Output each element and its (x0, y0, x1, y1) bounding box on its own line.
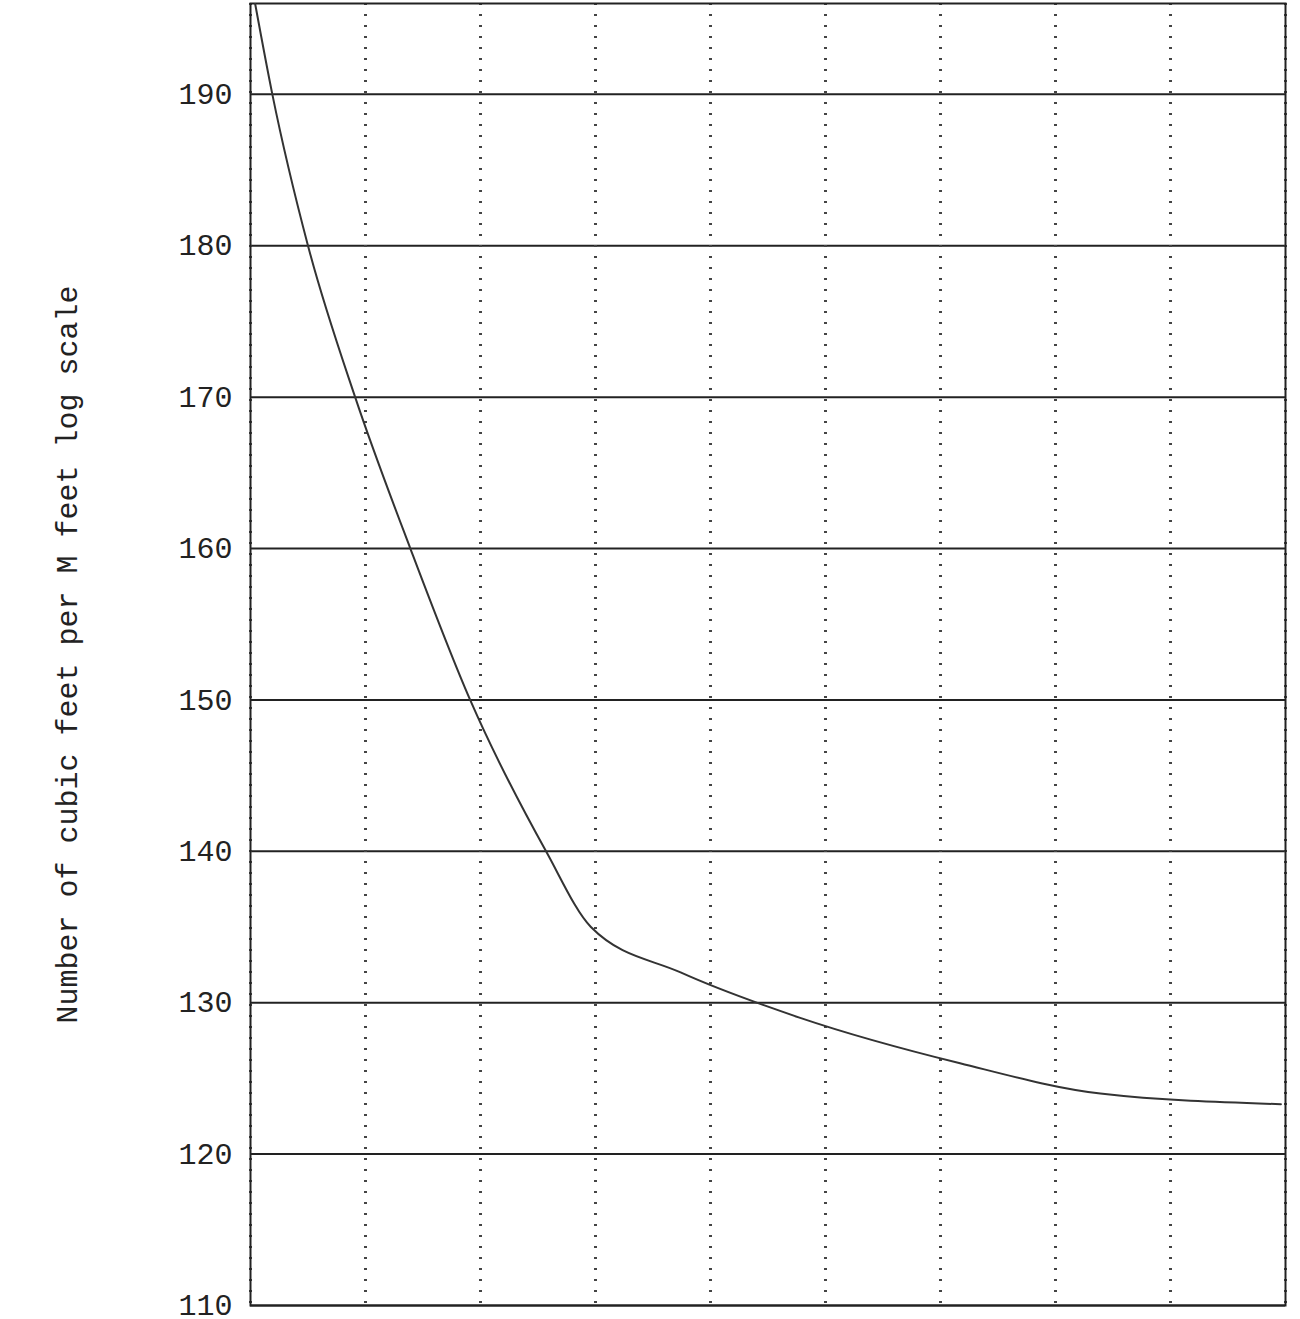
svg-text:Number of cubic feet per M fee: Number of cubic feet per M feet log scal… (52, 285, 86, 1023)
svg-text:110: 110 (178, 1290, 232, 1319)
svg-text:190: 190 (178, 79, 232, 113)
svg-text:160: 160 (178, 533, 232, 567)
svg-text:150: 150 (178, 685, 232, 719)
svg-text:140: 140 (178, 836, 232, 870)
svg-text:180: 180 (178, 230, 232, 264)
svg-text:120: 120 (178, 1139, 232, 1173)
svg-text:130: 130 (178, 987, 232, 1021)
svg-text:170: 170 (178, 382, 232, 416)
